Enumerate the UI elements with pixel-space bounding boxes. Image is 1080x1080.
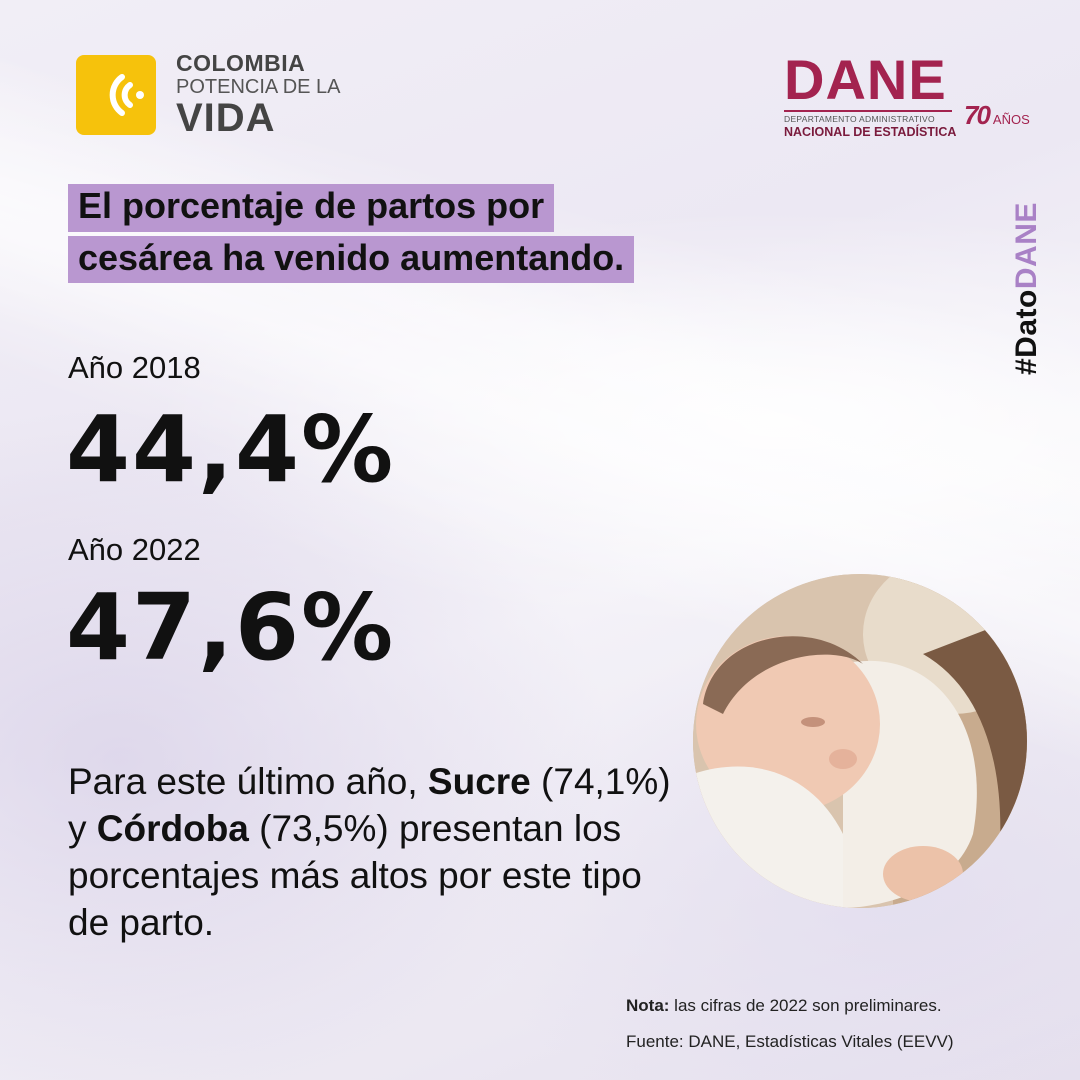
dane-anniversary-word: AÑOS xyxy=(992,112,1030,127)
dane-anniversary-number: 70 xyxy=(964,100,991,130)
dane-70-anos-badge: 70 AÑOS xyxy=(964,100,1030,131)
colombia-logo-line2: POTENCIA DE LA xyxy=(176,76,341,98)
stat-year-2022: Año 2022 xyxy=(68,532,201,567)
headline: El porcentaje de partos por cesárea ha v… xyxy=(68,184,635,284)
summary-paragraph: Para este último año, Sucre (74,1%) y Có… xyxy=(68,758,688,946)
dane-logo-rule xyxy=(784,110,952,112)
paragraph-text-2: (74,1%) y xyxy=(68,761,671,849)
hashtag-highlight: DANE xyxy=(1010,202,1043,290)
source-line: Fuente: DANE, Estadísticas Vitales (EEVV… xyxy=(626,1032,954,1051)
colombia-potencia-de-la-vida-logo: COLOMBIA POTENCIA DE LA VIDA xyxy=(76,52,341,138)
dane-logo-sub2: NACIONAL DE ESTADÍSTICA xyxy=(784,125,957,139)
paragraph-sucre: Sucre xyxy=(427,761,531,802)
headline-line2: cesárea ha venido aumentando. xyxy=(68,235,635,284)
colombia-logo-line3: VIDA xyxy=(176,96,276,140)
baby-illustration-icon xyxy=(693,574,1027,908)
paragraph-text-3: (73,5%) presentan los porcentajes más al… xyxy=(68,808,642,943)
dane-logo-sub1: DEPARTAMENTO ADMINISTRATIVO xyxy=(784,114,935,124)
paragraph-cordoba: Córdoba xyxy=(96,808,249,849)
paragraph-text-1: Para este último año, xyxy=(68,761,428,802)
hashtag-prefix: #Dato xyxy=(1010,289,1043,375)
newborn-baby-photo xyxy=(693,574,1027,908)
stat-value-2022: 47,6% xyxy=(66,574,396,681)
note-text: las cifras de 2022 son preliminares. xyxy=(669,996,942,1015)
headline-line1: El porcentaje de partos por xyxy=(68,184,555,232)
hashtag-dato-dane: #DatoDANE xyxy=(1010,202,1044,375)
dane-logo-word: DANE xyxy=(784,48,947,111)
note-label: Nota: xyxy=(626,996,670,1015)
colombia-logo-icon xyxy=(76,55,156,135)
colombia-logo-line1: COLOMBIA xyxy=(176,50,306,76)
dane-logo: DANE DEPARTAMENTO ADMINISTRATIVO NACIONA… xyxy=(784,52,956,139)
note-line: Nota: las cifras de 2022 son preliminare… xyxy=(626,996,942,1016)
stat-year-2018: Año 2018 xyxy=(68,350,201,385)
stat-value-2018: 44,4% xyxy=(66,396,396,503)
